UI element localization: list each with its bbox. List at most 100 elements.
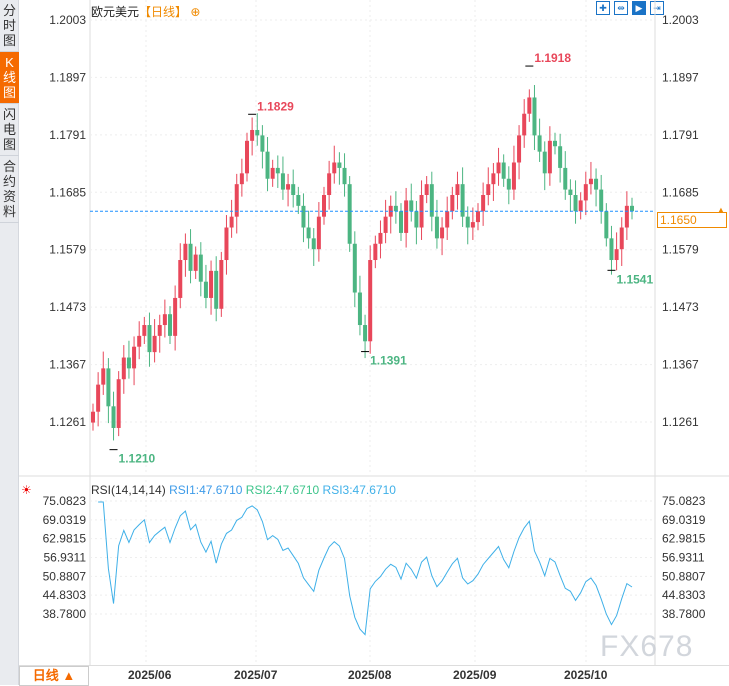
candle-body (352, 243, 357, 293)
y-tick-left: 1.1367 (49, 358, 86, 372)
candle-body (203, 281, 208, 298)
candle-body (142, 325, 147, 336)
x-tick: 2025/08 (348, 668, 392, 682)
candle-body (522, 113, 527, 136)
rsi-legend: RSI(14,14,14) RSI1:47.6710 RSI2:47.6710 … (91, 483, 396, 497)
scroll-end-icon[interactable]: ⇥ (650, 1, 664, 15)
rsi-y-tick-left: 44.8303 (43, 588, 87, 602)
candle-body (537, 135, 542, 152)
fit-range-icon[interactable]: ⇹ (614, 1, 628, 15)
candle-body (173, 297, 178, 336)
candle-body (383, 216, 388, 233)
play-forward-icon[interactable]: ▶ (632, 1, 646, 15)
candle-body (280, 173, 285, 190)
candle-body (286, 184, 291, 190)
candle-body (265, 151, 270, 179)
toolbar: ✚ ⇹ ▶ ⇥ (596, 1, 664, 15)
y-tick-right: 1.1897 (662, 70, 699, 84)
chart-canvas[interactable]: 1.2003 1.2003 1.1897 1.1897 1.1791 1.1791 1.16… (0, 0, 729, 665)
candle-body (527, 97, 532, 114)
candle-body (209, 270, 214, 298)
time-axis: 日线 ▲ 2025/06 2025/07 2025/08 2025/09 202… (19, 665, 729, 686)
candle-body (332, 162, 337, 174)
y-tick-right: 1.2003 (662, 13, 699, 27)
candle-body (337, 162, 342, 168)
candle-body (588, 178, 593, 185)
candle-body (404, 200, 409, 233)
candle-body (578, 200, 583, 212)
candle-body (599, 189, 604, 212)
period-selector[interactable]: 日线 ▲ (19, 666, 89, 686)
y-tick-left: 1.1579 (49, 243, 86, 257)
candle-body (470, 222, 475, 228)
candle-body (393, 205, 398, 212)
y-tick-right: 1.1791 (662, 128, 699, 142)
rsi-y-tick-left: 62.9815 (43, 532, 87, 546)
extreme-label: 1.1918 (534, 51, 571, 65)
candle-body (583, 184, 588, 201)
candle-body (234, 184, 239, 217)
tab-contract-info[interactable]: 合约资料 (0, 156, 19, 223)
rsi1-value: RSI1:47.6710 (169, 483, 243, 497)
candle-body (614, 249, 619, 261)
candle-body (306, 227, 311, 239)
rsi-y-tick-left: 75.0823 (43, 494, 87, 508)
candle-body (111, 406, 116, 428)
circle-plus-icon[interactable]: ⊕ (190, 5, 201, 19)
candle-body (183, 243, 188, 261)
candle-body (347, 184, 352, 244)
candle-body (440, 227, 445, 239)
candle-body (311, 238, 316, 250)
rsi-y-tick-left: 38.7800 (43, 607, 87, 621)
y-tick-left: 1.1897 (49, 70, 86, 84)
candle-body (573, 195, 578, 212)
candle-body (511, 162, 516, 190)
candle-body (568, 189, 573, 196)
candle-body (126, 357, 131, 369)
sidebar: 分时图 K线图 闪电图 合约资料 (0, 0, 19, 685)
rsi-y-tick-right: 56.9311 (662, 551, 705, 565)
rsi-line (98, 501, 633, 636)
candle-body (296, 195, 301, 206)
current-price-label: 1.1650 (657, 212, 727, 228)
chart-title: 欧元美元【日线】 ⊕ (91, 3, 200, 20)
tab-time-chart[interactable]: 分时图 (0, 0, 19, 52)
y-tick-left: 1.1791 (49, 128, 86, 142)
x-tick: 2025/07 (234, 668, 278, 682)
candle-body (414, 211, 419, 228)
candle-body (327, 173, 332, 196)
y-tick-right: 1.1367 (662, 358, 699, 372)
candle-body (399, 211, 403, 233)
candle-body (491, 173, 496, 185)
candle-body (219, 260, 224, 309)
crosshair-icon[interactable]: ✚ (596, 1, 610, 15)
candle-body (322, 195, 326, 217)
candle-body (157, 325, 162, 336)
period-tag: 【日线】 (139, 5, 188, 19)
y-tick-left: 1.1685 (49, 185, 86, 199)
candle-body (316, 216, 321, 250)
candle-body (624, 205, 629, 228)
price-arrow-icon: ▲ (716, 205, 726, 216)
candle-body (373, 243, 378, 261)
rsi-y-tick-right: 75.0823 (662, 494, 706, 508)
candle-body (501, 162, 506, 179)
y-tick-left: 1.1473 (49, 300, 86, 314)
tab-flash-chart[interactable]: 闪电图 (0, 104, 19, 156)
candle-body (368, 260, 373, 342)
candle-body (465, 216, 470, 228)
candle-body (96, 384, 101, 412)
candle-body (116, 379, 121, 428)
candle-body (481, 195, 486, 212)
x-tick: 2025/06 (128, 668, 172, 682)
rsi-y-tick-right: 62.9815 (662, 532, 706, 546)
candle-body (609, 238, 614, 261)
tab-k-line[interactable]: K线图 (0, 52, 19, 104)
candle-body (542, 151, 547, 174)
candle-body (619, 227, 624, 250)
candle-body (563, 167, 568, 190)
candle-body (506, 178, 511, 190)
candle-body (224, 227, 229, 261)
y-tick-left: 1.1261 (49, 415, 86, 429)
candle-body (517, 135, 522, 163)
